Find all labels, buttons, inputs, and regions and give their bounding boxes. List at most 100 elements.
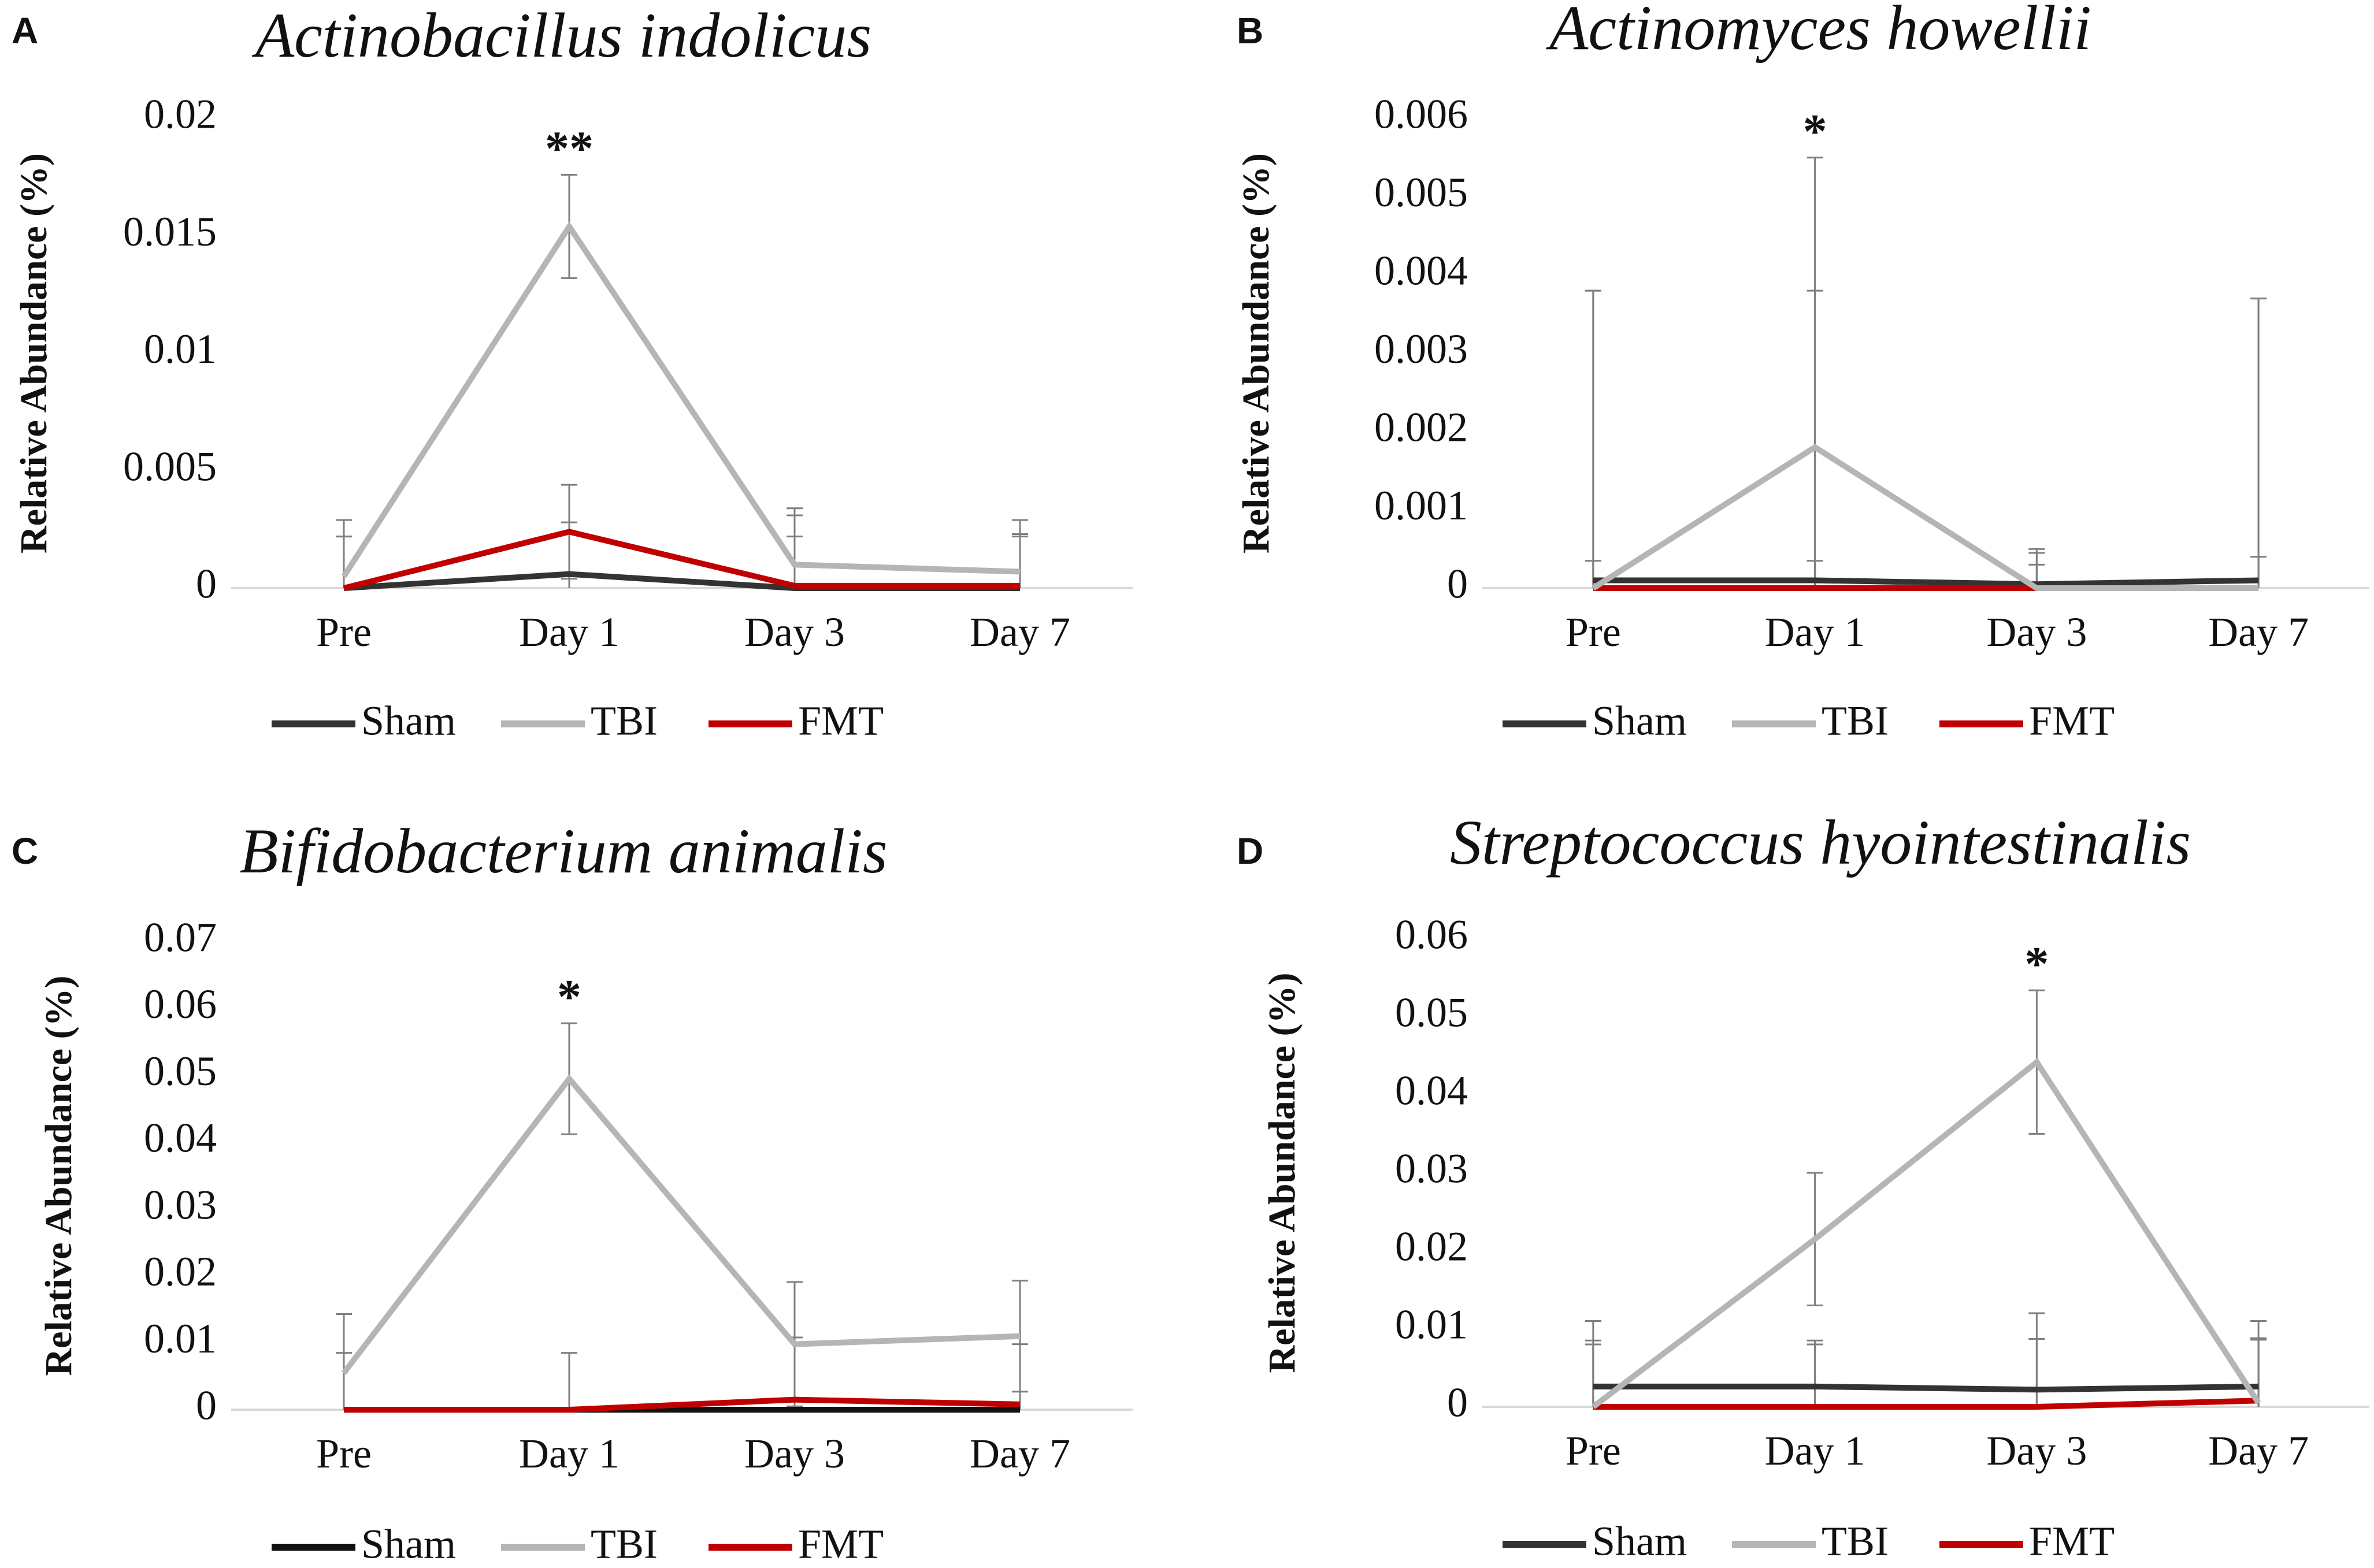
chart-d-point-sham [2258, 1386, 2259, 1387]
chart-c-ytick-label: 0 [196, 1383, 217, 1429]
chart-c-xtick-label: Day 1 [519, 1430, 620, 1477]
chart-a: A Actinobacillus indolicus Relative Abunda… [12, 0, 1133, 744]
chart-a-ytick-label: 0 [196, 561, 217, 607]
chart-c-legend-item-fmt: FMT [709, 1521, 884, 1567]
chart-d-ytick-label: 0.02 [1395, 1224, 1468, 1270]
chart-a-series-tbi [341, 221, 1021, 578]
chart-b-series-tbi [1592, 444, 2259, 591]
chart-b-errorbar-tbi [1807, 157, 1823, 588]
chart-d-ytick-label: 0 [1447, 1380, 1468, 1426]
chart-d-xtick-label: Day 7 [2208, 1428, 2309, 1474]
chart-d-significance-marker: * [2024, 937, 2049, 991]
chart-c-series-fmt [344, 1396, 1021, 1413]
chart-d-title: Streptococcus hyointestinalis [1450, 807, 2191, 878]
chart-a-ytick-label: 0.005 [123, 443, 217, 489]
chart-c-ytick-label: 0.06 [144, 981, 217, 1027]
chart-d-ytick-label: 0.04 [1395, 1068, 1468, 1114]
chart-a-title: Actinobacillus indolicus [251, 0, 871, 70]
chart-c-xtick-label: Day 3 [744, 1430, 845, 1477]
chart-b-ytick-label: 0.005 [1374, 169, 1468, 215]
chart-a-ytick-label: 0.015 [123, 209, 217, 255]
chart-b-series-sham [1593, 577, 2259, 588]
chart-a-point-fmt [1019, 585, 1021, 586]
chart-b-ytick-label: 0.006 [1374, 91, 1468, 138]
chart-b-legend-label: TBI [1822, 698, 1889, 744]
chart-b-ytick-label: 0 [1447, 561, 1468, 607]
chart-a-legend-item-sham: Sham [272, 698, 456, 744]
chart-c-ytick-label: 0.01 [144, 1316, 217, 1362]
chart-d-series-tbi [1591, 1057, 2261, 1409]
chart-b-point-tbi [2258, 588, 2259, 589]
chart-d-ytick-label: 0.01 [1395, 1302, 1468, 1348]
chart-d-errorbar-fmt [2028, 1312, 2045, 1407]
chart-b-errorbar-fmt [1807, 560, 1823, 588]
chart-b-legend-item-fmt: FMT [1939, 698, 2115, 744]
chart-d-errorbar-fmt [2250, 1337, 2267, 1407]
chart-c-xtick-label: Pre [316, 1430, 372, 1477]
chart-b-ytick-label: 0.003 [1374, 326, 1468, 372]
chart-d: D Streptococcus hyointestinalis Relative A… [1237, 807, 2369, 1565]
chart-c-ytick-label: 0.07 [144, 915, 217, 961]
chart-c-errorbar-fmt [1012, 1343, 1028, 1410]
chart-b-ytick-label: 0.004 [1374, 248, 1468, 294]
chart-b-errorbar-fmt [1585, 560, 1601, 588]
chart-b-xtick-label: Pre [1566, 609, 1621, 655]
chart-d-ytick-label: 0.03 [1395, 1146, 1468, 1192]
chart-c-title: Bifidobacterium animalis [239, 816, 887, 886]
chart-a-errorbar-fmt [787, 514, 803, 588]
chart-d-ytick-label: 0.06 [1395, 912, 1468, 958]
chart-b-xtick-label: Day 1 [1765, 609, 1865, 655]
chart-b-ytick-label: 0.001 [1374, 482, 1468, 529]
chart-c-legend-label: TBI [591, 1521, 658, 1567]
chart-b-legend-label: FMT [2029, 698, 2115, 744]
chart-b-errorbar-tbi [1585, 289, 1601, 588]
chart-d-legend-label: TBI [1822, 1518, 1889, 1565]
chart-c-ytick-label: 0.04 [144, 1115, 217, 1161]
chart-c-ytick-label: 0.03 [144, 1181, 217, 1228]
chart-b: B Actinomyces howellii Relative Abundance … [1235, 0, 2369, 744]
chart-b-legend-item-sham: Sham [1503, 698, 1687, 744]
chart-a-legend-item-tbi: TBI [501, 698, 658, 744]
chart-d-legend-item-tbi: TBI [1732, 1518, 1889, 1565]
chart-b-legend-item-tbi: TBI [1732, 698, 1889, 744]
chart-d-legend-label: FMT [2029, 1518, 2115, 1565]
chart-a-legend-label: FMT [798, 698, 884, 744]
chart-c-errorbar-fmt [561, 1352, 577, 1410]
chart-a-legend-label: TBI [591, 698, 658, 744]
chart-c-ylabel: Relative Abundance (%) [38, 976, 80, 1376]
chart-b-significance-marker: * [1803, 105, 1827, 158]
chart-b-ytick-label: 0.002 [1374, 404, 1468, 451]
chart-c-series-tbi [342, 1074, 1021, 1375]
chart-c-legend-label: FMT [798, 1521, 884, 1567]
chart-d-xtick-label: Day 3 [1986, 1428, 2087, 1474]
chart-c-ytick-label: 0.02 [144, 1249, 217, 1295]
chart-a-significance-marker: ** [545, 122, 594, 176]
chart-c-legend-item-sham: Sham [272, 1521, 456, 1567]
chart-a-legend-label: Sham [361, 698, 456, 744]
chart-b-legend-label: Sham [1592, 698, 1687, 744]
chart-a-xtick-label: Day 3 [744, 609, 845, 655]
chart-d-legend-label: Sham [1592, 1518, 1687, 1565]
chart-b-title: Actinomyces howellii [1545, 0, 2091, 63]
chart-a-xtick-label: Day 1 [519, 609, 620, 655]
chart-b-ylabel: Relative Abundance (%) [1235, 153, 1277, 553]
chart-d-legend-item-fmt: FMT [1939, 1518, 2115, 1565]
chart-c-ytick-label: 0.05 [144, 1048, 217, 1094]
chart-a-ytick-label: 0.02 [144, 91, 217, 138]
chart-a-point-tbi [1019, 571, 1021, 573]
chart-d-series-sham [1593, 1383, 2259, 1393]
chart-b-panel-letter: B [1237, 10, 1263, 51]
chart-a-ylabel: Relative Abundance (%) [13, 153, 55, 553]
chart-d-xtick-label: Day 1 [1765, 1428, 1865, 1474]
chart-b-xtick-label: Day 3 [1986, 609, 2087, 655]
chart-d-xtick-label: Pre [1566, 1428, 1621, 1474]
chart-c-legend-item-tbi: TBI [501, 1521, 658, 1567]
chart-c-significance-marker: * [557, 970, 581, 1024]
chart-a-xtick-label: Day 7 [970, 609, 1070, 655]
chart-a-series-fmt [343, 529, 1020, 591]
chart-b-errorbar-fmt [2250, 556, 2267, 588]
chart-d-panel-letter: D [1237, 830, 1263, 872]
chart-c-legend-label: Sham [361, 1521, 456, 1567]
chart-a-panel-letter: A [12, 10, 38, 51]
